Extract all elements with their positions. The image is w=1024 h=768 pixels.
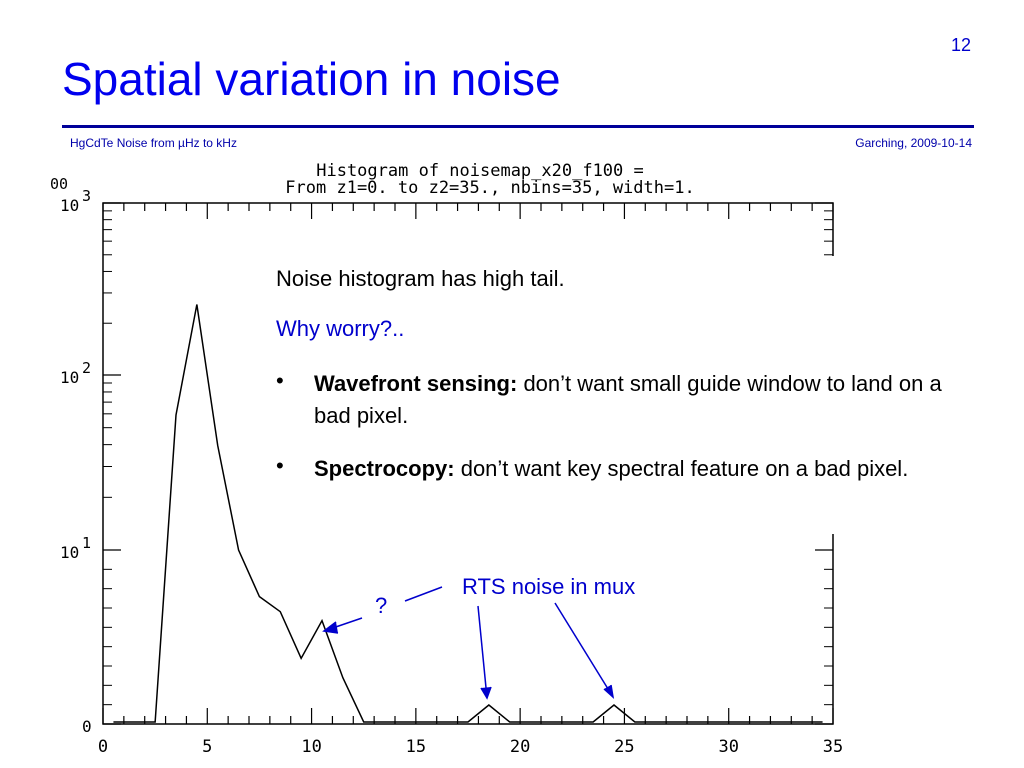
text-line-1: Noise histogram has high tail. (276, 266, 565, 291)
y-tick-exponent: 3 (82, 187, 91, 205)
y-tick-labels: 10 310 210 10 (60, 187, 92, 736)
title-underline (62, 125, 974, 128)
y-top-label-fragment: 00 (50, 175, 68, 193)
question-leader (404, 586, 443, 602)
y-tick-label: 0 (82, 717, 92, 736)
bullet-2-body: don’t want key spectral feature on a bad… (454, 456, 909, 481)
y-tick-exponent: 1 (82, 534, 91, 552)
bullet-2-dot: • (276, 453, 284, 478)
chart-title-line1: Histogram of noisemap_x20_f100 = (316, 161, 644, 181)
x-tick-label: 35 (823, 737, 843, 757)
text-overlay: Noise histogram has high tail. Why worry… (262, 256, 982, 534)
y-tick-label: 10 (60, 368, 79, 387)
slide-number: 12 (950, 35, 971, 55)
question-annotation: ? (375, 593, 388, 618)
x-tick-label: 30 (718, 737, 738, 757)
axis-ticks (102, 202, 834, 725)
annotation-arrows (322, 586, 615, 700)
x-tick-label: 25 (614, 737, 634, 757)
rts-arrow-right (554, 602, 614, 698)
y-tick-label: 10 (60, 543, 79, 562)
text-line-2: Why worry?.. (276, 316, 405, 341)
question-arrowhead (322, 621, 339, 634)
chart-title-line2: From z1=0. to z2=35., nbins=35, width=1. (285, 178, 694, 198)
y-tick-exponent: 2 (82, 359, 91, 377)
bullet-1-dot: • (276, 368, 284, 393)
rts-arrow-left (477, 605, 488, 699)
footer-left: HgCdTe Noise from µHz to kHz (70, 136, 237, 150)
bullet-1-text: Wavefront sensing: don’t want small guid… (314, 368, 974, 432)
histogram-line (113, 304, 823, 723)
x-tick-label: 15 (406, 737, 426, 757)
rts-arrowhead-left (480, 686, 492, 700)
x-tick-labels: 0 5 10 15 20 25 30 35 (98, 737, 843, 757)
rts-annotation: RTS noise in mux (462, 574, 636, 599)
x-tick-label: 10 (301, 737, 321, 757)
bullet-2-heading: Spectrocopy: (314, 456, 455, 481)
x-tick-label: 5 (202, 737, 212, 757)
rts-arrowhead-right (603, 684, 615, 699)
x-tick-label: 20 (510, 737, 530, 757)
x-tick-label: 0 (98, 737, 108, 757)
footer-right: Garching, 2009-10-14 (855, 136, 972, 150)
y-tick-label: 10 (60, 196, 79, 215)
bullet-1-body: don’t want small guide window to land on… (314, 371, 942, 428)
bullet-2-text: Spectrocopy: don’t want key spectral fea… (314, 453, 974, 485)
bullet-1-heading: Wavefront sensing: (314, 371, 518, 396)
slide-title: Spatial variation in noise (62, 53, 561, 105)
